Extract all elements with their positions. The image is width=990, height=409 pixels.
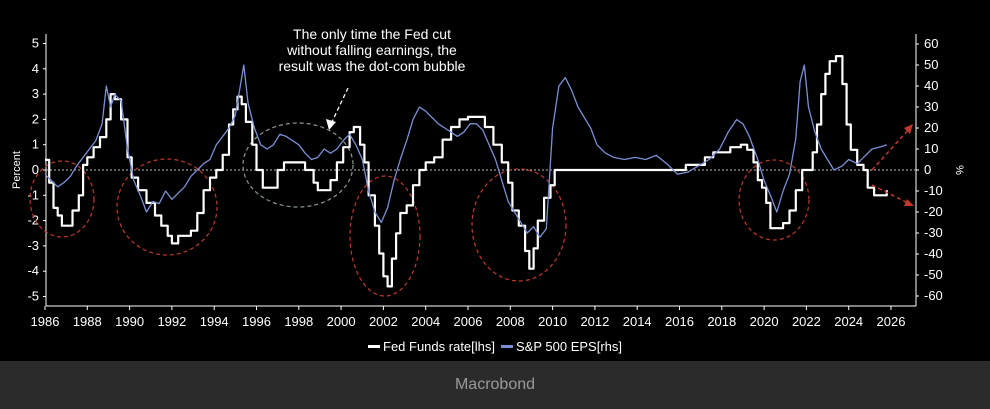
y-left-tick-label: 5 xyxy=(32,36,39,51)
series-line-fed-funds xyxy=(45,55,888,288)
y-left-tick-label: -2 xyxy=(27,213,39,228)
y-left-tick-label: 3 xyxy=(32,86,39,101)
y-right-tick-label: -60 xyxy=(924,288,943,303)
y-right-tick-label: -10 xyxy=(924,183,943,198)
x-tick-label: 2012 xyxy=(580,314,609,329)
x-tick-label: 1992 xyxy=(157,314,186,329)
y-left-tick-label: 1 xyxy=(32,137,39,152)
projection-arrowhead-down xyxy=(904,199,914,206)
x-tick-label: 2010 xyxy=(538,314,567,329)
y-right-tick-label: -50 xyxy=(924,267,943,282)
annotation-pointer-head xyxy=(326,119,336,130)
projection-arrow-down xyxy=(871,184,911,205)
highlight-ellipse xyxy=(349,175,421,297)
y-right-tick-label: -30 xyxy=(924,225,943,240)
highlight-ellipse xyxy=(471,168,567,282)
highlight-ellipse xyxy=(29,160,95,238)
highlight-ellipse xyxy=(242,122,354,208)
y-right-tick-label: 60 xyxy=(924,36,938,51)
highlight-ellipse xyxy=(738,159,810,241)
x-tick-label: 2020 xyxy=(750,314,779,329)
y-left-tick-label: -4 xyxy=(27,263,39,278)
legend-item-sp500-eps: S&P 500 EPS[rhs] xyxy=(501,339,622,354)
projection-arrow-up xyxy=(871,127,911,171)
y-left-tick-label: -5 xyxy=(27,289,39,304)
source-label: Macrobond xyxy=(454,376,536,393)
x-tick-label: 2014 xyxy=(623,314,652,329)
y-right-tick-label: -40 xyxy=(924,246,943,261)
y-left-tick-label: -1 xyxy=(27,187,39,202)
x-tick-label: 2016 xyxy=(665,314,694,329)
y-right-tick-label: -20 xyxy=(924,204,943,219)
x-tick-label: 1990 xyxy=(115,314,144,329)
chart-container: 1986 1988 1990 1992 1994 1996 1998 2000 2002 2004… xyxy=(0,26,990,355)
x-tick-label: 2026 xyxy=(877,314,906,329)
x-tick-label: 2008 xyxy=(496,314,525,329)
x-tick-label: 2004 xyxy=(411,314,440,329)
y-left-tick-label: 2 xyxy=(32,111,39,126)
x-tick-label: 2022 xyxy=(792,314,821,329)
x-tick-label: 1988 xyxy=(73,314,102,329)
x-tick-label: 1986 xyxy=(31,314,60,329)
annotation-line: without falling earnings, the xyxy=(286,42,457,58)
y-left-tick-label: 0 xyxy=(32,162,39,177)
projection-arrowhead-up xyxy=(904,124,913,134)
x-tick-label: 1998 xyxy=(284,314,313,329)
legend-label-fed-funds: Fed Funds rate[lhs] xyxy=(383,338,495,354)
y-right-tick-label: 10 xyxy=(924,141,938,156)
x-tick-label: 1994 xyxy=(200,314,229,329)
y-right-tick-label: 20 xyxy=(924,120,938,135)
chart-plot: 1986 1988 1990 1992 1994 1996 1998 2000 2002 2004… xyxy=(11,26,965,329)
y-left-axis-title: Percent xyxy=(11,151,23,189)
annotation-line: result was the dot-com bubble xyxy=(279,58,466,74)
y-right-tick-label: 50 xyxy=(924,57,938,72)
highlight-ellipse xyxy=(116,158,218,256)
legend-swatch-fed-funds xyxy=(368,344,380,348)
legend-swatch-sp500-eps xyxy=(501,344,513,348)
x-tick-label: 2018 xyxy=(707,314,736,329)
y-right-tick-label: 30 xyxy=(924,99,938,114)
source-footer: Macrobond xyxy=(0,361,990,409)
y-right-tick-label: 40 xyxy=(924,78,938,93)
annotation-pointer xyxy=(330,87,349,125)
annotation-line: The only time the Fed cut xyxy=(293,26,451,42)
legend: Fed Funds rate[lhs] S&P 500 EPS[rhs] xyxy=(0,337,990,355)
x-tick-label: 2002 xyxy=(369,314,398,329)
x-tick-label: 2006 xyxy=(454,314,483,329)
x-tick-label: 2000 xyxy=(327,314,356,329)
series-line-sp500-eps xyxy=(44,64,888,238)
y-right-axis-title: % xyxy=(953,165,965,175)
y-left-tick-label: 4 xyxy=(32,61,39,76)
y-left-tick-label: -3 xyxy=(27,238,39,253)
legend-label-sp500-eps: S&P 500 EPS[rhs] xyxy=(516,338,622,354)
legend-item-fed-funds: Fed Funds rate[lhs] xyxy=(368,339,495,354)
x-tick-label: 2024 xyxy=(834,314,863,329)
y-right-tick-label: 0 xyxy=(924,162,931,177)
x-tick-label: 1996 xyxy=(242,314,271,329)
